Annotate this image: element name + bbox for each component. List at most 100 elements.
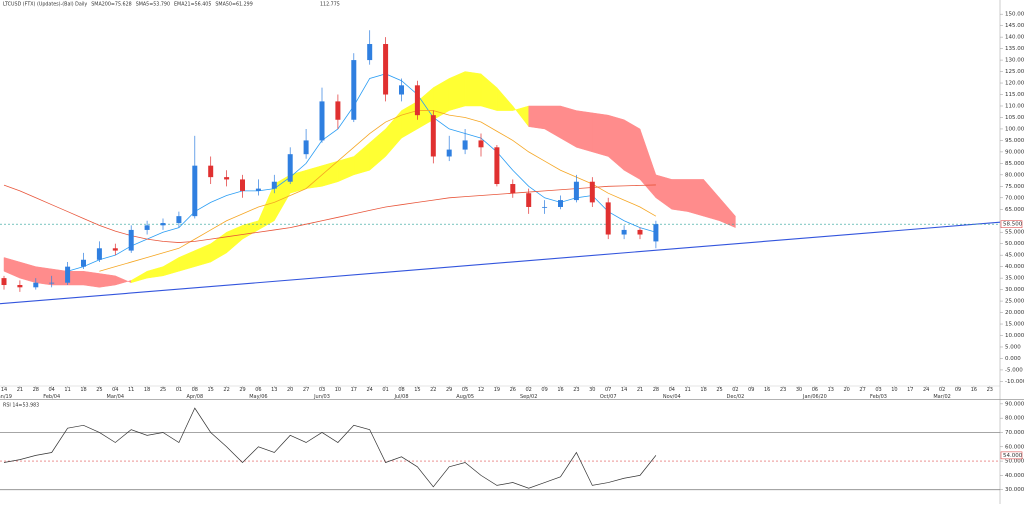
y-tick-label: 150.000 <box>1005 12 1024 18</box>
cloud-segment <box>592 112 609 157</box>
ma-line <box>3 184 656 243</box>
candle-body <box>494 147 500 185</box>
x-month-label: Nov/04 <box>663 394 681 400</box>
ma-line <box>99 110 657 272</box>
candle-body <box>589 181 595 203</box>
rsi-y-tick-label: 30.000 <box>1005 487 1024 493</box>
x-tick-label: 28 <box>33 387 39 393</box>
x-tick-label: 22 <box>430 387 436 393</box>
y-tick-label: 90.000 <box>1005 149 1024 155</box>
candle-body <box>255 188 261 191</box>
x-month-label: Jan/19 <box>0 394 12 400</box>
y-tick-label: 30.000 <box>1005 287 1024 293</box>
y-tick-label: 130.000 <box>1005 58 1024 64</box>
y-tick-label: 125.000 <box>1005 69 1024 75</box>
x-tick-label: 09 <box>955 387 961 393</box>
x-tick-label: 24 <box>367 387 373 393</box>
x-tick-label: 05 <box>462 387 468 393</box>
cloud-segment <box>528 105 545 130</box>
candle-body <box>160 223 166 226</box>
x-tick-label: 28 <box>653 387 659 393</box>
y-tick-label: 95.000 <box>1005 138 1024 144</box>
cloud-segment <box>687 179 704 217</box>
candle-body <box>653 224 659 242</box>
y-tick-label: 15.000 <box>1005 322 1024 328</box>
x-month-label: Feb/04 <box>43 394 60 400</box>
y-tick-label: -10.000 <box>1005 379 1024 385</box>
candle-body <box>335 101 341 120</box>
candle-body <box>176 216 182 224</box>
x-tick-label: 25 <box>716 387 722 393</box>
x-tick-label: 30 <box>796 387 802 393</box>
x-tick-label: 07 <box>605 387 611 393</box>
y-tick-label: 100.000 <box>1005 126 1024 132</box>
x-tick-label: 06 <box>255 387 261 393</box>
rsi-y-tick-label: 80.000 <box>1005 416 1024 422</box>
x-tick-label: 18 <box>80 387 86 393</box>
cloud-segment <box>83 270 100 288</box>
x-month-label: Dec/02 <box>727 394 745 400</box>
x-tick-label: 02 <box>526 387 532 393</box>
x-tick-label: 17 <box>351 387 357 393</box>
y-tick-label: 50.000 <box>1005 241 1024 247</box>
x-month-label: Jan/06/20 <box>802 394 827 400</box>
x-tick-label: 08 <box>192 387 198 393</box>
candle-body <box>605 202 611 235</box>
rsi-y-tick-label: 70.000 <box>1005 430 1024 436</box>
cloud-segment <box>321 160 339 187</box>
x-tick-label: 24 <box>923 387 929 393</box>
x-tick-label: 13 <box>271 387 277 393</box>
candle-body <box>128 229 134 251</box>
x-tick-label: 23 <box>987 387 993 393</box>
x-tick-label: 26 <box>510 387 516 393</box>
candle-body <box>49 282 55 284</box>
candle-body <box>351 60 357 120</box>
x-tick-label: 25 <box>160 387 166 393</box>
rsi-line <box>3 407 657 489</box>
x-tick-label: 14 <box>1 387 7 393</box>
x-tick-label: 27 <box>859 387 865 393</box>
candle-body <box>144 225 150 230</box>
x-month-label: Apr/08 <box>186 394 203 400</box>
header-text: SMA5=53.790 <box>136 2 170 8</box>
x-month-label: Mar/04 <box>107 394 124 400</box>
rsi-value-label: 54.000 <box>1003 453 1023 459</box>
cloud-segment <box>35 266 52 286</box>
candle-body <box>558 200 563 207</box>
rsi-label: RSI 14=53.983 <box>3 403 39 409</box>
cloud-segment <box>719 197 736 229</box>
x-tick-label: 03 <box>319 387 325 393</box>
last-price-label: 58.500 <box>1003 222 1023 228</box>
x-month-label: May/06 <box>249 394 267 400</box>
candle-body <box>287 154 293 182</box>
x-tick-label: 20 <box>844 387 850 393</box>
candle-body <box>478 140 484 148</box>
x-tick-label: 13 <box>828 387 834 393</box>
candle-body <box>192 165 198 217</box>
x-tick-label: 18 <box>700 387 706 393</box>
x-tick-label: 15 <box>208 387 214 393</box>
x-tick-label: 04 <box>669 387 675 393</box>
x-tick-label: 19 <box>494 387 500 393</box>
header-text: SMA200=75.628 <box>91 2 131 8</box>
candle-body <box>621 229 627 235</box>
x-tick-label: 29 <box>239 387 245 393</box>
x-tick-label: 11 <box>685 387 691 393</box>
candle-body <box>17 285 23 288</box>
candle-body <box>637 229 643 235</box>
x-month-label: Jul/08 <box>393 394 408 400</box>
x-month-label: Feb/03 <box>870 394 887 400</box>
candle-body <box>240 179 245 191</box>
x-tick-label: 03 <box>875 387 881 393</box>
x-tick-label: 23 <box>780 387 786 393</box>
x-tick-label: 09 <box>541 387 547 393</box>
x-tick-label: 17 <box>907 387 913 393</box>
y-tick-label: 75.000 <box>1005 184 1024 190</box>
candle-body <box>319 101 325 141</box>
y-tick-label: 25.000 <box>1005 299 1024 305</box>
x-month-label: Jun/03 <box>313 394 330 400</box>
rsi-y-tick-label: 90.000 <box>1005 401 1024 407</box>
rsi-y-tick-label: 60.000 <box>1005 444 1024 450</box>
candle-body <box>399 85 404 95</box>
x-tick-label: 25 <box>96 387 102 393</box>
